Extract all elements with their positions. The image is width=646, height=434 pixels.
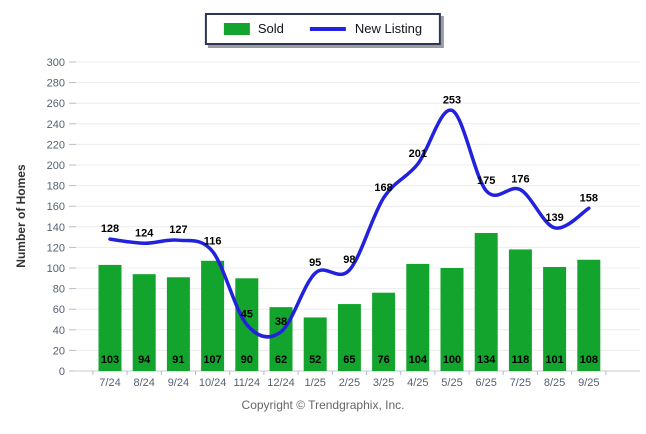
bar bbox=[474, 232, 498, 371]
y-tick-label: 140 bbox=[47, 222, 65, 234]
x-tick-label: 9/24 bbox=[168, 377, 189, 389]
y-tick-label: 280 bbox=[47, 78, 65, 90]
y-tick-label: 220 bbox=[47, 139, 65, 151]
y-tick-label: 120 bbox=[47, 242, 65, 254]
bar-value-label: 91 bbox=[172, 354, 184, 366]
line-point-label: 38 bbox=[275, 316, 287, 328]
legend-label-sold: Sold bbox=[257, 21, 284, 36]
bar bbox=[98, 264, 122, 371]
x-tick-label: 12/24 bbox=[267, 377, 295, 389]
bar-value-label: 100 bbox=[443, 354, 461, 366]
bar-value-label: 52 bbox=[309, 354, 321, 366]
y-tick-label: 0 bbox=[59, 366, 65, 378]
x-tick-label: 7/25 bbox=[510, 377, 531, 389]
bar bbox=[406, 263, 430, 371]
x-tick-label: 6/25 bbox=[475, 377, 496, 389]
y-tick-label: 260 bbox=[47, 98, 65, 110]
line-point-label: 45 bbox=[241, 309, 253, 321]
x-tick-label: 9/25 bbox=[578, 377, 599, 389]
bar-value-label: 101 bbox=[545, 354, 563, 366]
x-tick-label: 7/24 bbox=[99, 377, 120, 389]
bar bbox=[337, 304, 361, 371]
x-tick-label: 3/25 bbox=[373, 377, 394, 389]
bar-value-label: 94 bbox=[138, 354, 151, 366]
line-point-label: 98 bbox=[343, 254, 355, 266]
bar-value-label: 118 bbox=[512, 354, 530, 366]
bar bbox=[166, 277, 190, 371]
line-point-label: 168 bbox=[374, 182, 392, 194]
y-tick-label: 300 bbox=[47, 57, 65, 69]
y-tick-label: 60 bbox=[53, 304, 65, 316]
x-tick-label: 4/25 bbox=[407, 377, 428, 389]
bar-value-label: 103 bbox=[101, 354, 119, 366]
bar bbox=[508, 249, 532, 371]
line-point-label: 95 bbox=[309, 257, 321, 269]
y-tick-label: 240 bbox=[47, 119, 65, 131]
bar-value-label: 62 bbox=[275, 354, 287, 366]
line-point-label: 116 bbox=[204, 236, 222, 248]
bar-value-label: 107 bbox=[203, 354, 221, 366]
line-point-label: 201 bbox=[409, 148, 427, 160]
bar bbox=[303, 317, 327, 371]
bar-value-label: 108 bbox=[580, 354, 598, 366]
bar-value-label: 134 bbox=[477, 354, 496, 366]
line-point-label: 158 bbox=[580, 192, 598, 204]
sold-swatch-icon bbox=[223, 23, 250, 35]
y-tick-label: 20 bbox=[53, 345, 65, 357]
line-point-label: 127 bbox=[169, 224, 187, 236]
new-listing-line bbox=[108, 108, 591, 339]
x-tick-label: 2/25 bbox=[339, 377, 360, 389]
line-point-label: 253 bbox=[443, 94, 461, 106]
line-point-label: 139 bbox=[545, 212, 563, 224]
line-point-label: 175 bbox=[477, 175, 495, 187]
y-tick-label: 180 bbox=[47, 181, 65, 193]
x-tick-label: 10/24 bbox=[199, 377, 227, 389]
y-tick-label: 200 bbox=[47, 160, 65, 172]
y-tick-label: 160 bbox=[47, 201, 65, 213]
bar-value-label: 90 bbox=[241, 354, 253, 366]
bar-value-label: 104 bbox=[409, 354, 428, 366]
bar bbox=[201, 260, 225, 371]
x-tick-label: 8/24 bbox=[133, 377, 154, 389]
bar-value-label: 76 bbox=[377, 354, 389, 366]
new-listing-line-icon bbox=[309, 27, 346, 31]
bar bbox=[577, 259, 601, 371]
legend-label-new-listing: New Listing bbox=[354, 21, 423, 36]
bar bbox=[132, 274, 156, 371]
y-tick-label: 100 bbox=[47, 263, 65, 275]
line-point-label: 128 bbox=[101, 223, 119, 235]
x-tick-label: 11/24 bbox=[233, 377, 260, 389]
bar bbox=[440, 268, 464, 371]
y-tick-label: 80 bbox=[53, 284, 65, 296]
x-tick-label: 1/25 bbox=[304, 377, 325, 389]
line-point-label: 124 bbox=[135, 227, 154, 239]
copyright: Copyright © Trendgraphix, Inc. bbox=[241, 398, 405, 412]
line-point-label: 176 bbox=[511, 174, 529, 186]
x-tick-label: 5/25 bbox=[441, 377, 462, 389]
bar bbox=[543, 266, 567, 371]
y-tick-label: 40 bbox=[53, 325, 65, 337]
bar bbox=[372, 292, 396, 371]
legend: Sold New Listing bbox=[204, 13, 442, 45]
x-tick-label: 8/25 bbox=[544, 377, 565, 389]
bar-value-label: 65 bbox=[343, 354, 355, 366]
